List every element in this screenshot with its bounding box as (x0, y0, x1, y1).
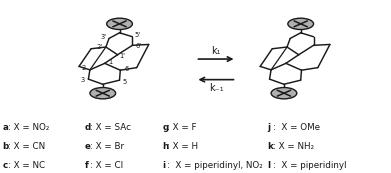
Text: d: d (84, 123, 91, 132)
Circle shape (271, 88, 297, 99)
Text: a: a (3, 123, 9, 132)
Circle shape (288, 18, 314, 30)
Text: k₋₁: k₋₁ (209, 83, 224, 93)
Text: : X = H: : X = H (167, 142, 199, 151)
Text: c: c (3, 161, 8, 170)
Text: f: f (84, 161, 88, 170)
Text: i: i (162, 161, 165, 170)
Circle shape (107, 18, 133, 30)
Text: :  X = OMe: : X = OMe (273, 123, 320, 132)
Text: :  X = piperidinyl: : X = piperidinyl (273, 161, 346, 170)
Text: :  X = piperidinyl, NO₂: : X = piperidinyl, NO₂ (167, 161, 263, 170)
Text: : X = CN: : X = CN (8, 142, 45, 151)
Text: : X = NO₂: : X = NO₂ (8, 123, 49, 132)
Text: e: e (84, 142, 90, 151)
Text: 5: 5 (122, 79, 126, 85)
Text: 6': 6' (135, 43, 141, 49)
Circle shape (90, 88, 116, 99)
Text: 6: 6 (124, 66, 128, 72)
Text: b: b (3, 142, 9, 151)
Text: 2: 2 (82, 66, 86, 71)
Text: : X = NC: : X = NC (8, 161, 45, 170)
Text: : X = Br: : X = Br (90, 142, 124, 151)
Text: 2': 2' (97, 44, 103, 50)
Text: j: j (267, 123, 271, 132)
Text: l: l (267, 161, 271, 170)
Text: : X = NH₂: : X = NH₂ (273, 142, 314, 151)
Text: 5': 5' (135, 32, 140, 38)
Text: h: h (162, 142, 169, 151)
Text: 3: 3 (80, 77, 84, 83)
Text: : X = F: : X = F (167, 123, 197, 132)
Text: 3': 3' (100, 34, 107, 40)
Text: k: k (267, 142, 273, 151)
Text: k₁: k₁ (212, 46, 221, 56)
Text: 1: 1 (108, 59, 112, 65)
Text: g: g (162, 123, 169, 132)
Text: : X = Cl: : X = Cl (90, 161, 123, 170)
Text: : X = SAc: : X = SAc (90, 123, 131, 132)
Text: 1': 1' (120, 53, 126, 59)
